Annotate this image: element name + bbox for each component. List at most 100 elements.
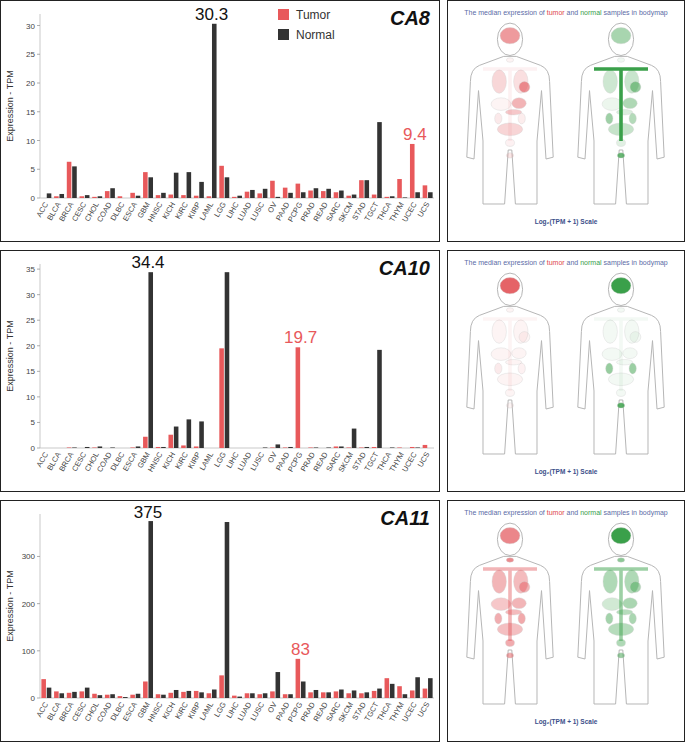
- panel-frame: [1, 1, 440, 242]
- body-outline: [578, 556, 664, 704]
- caption-part: and: [565, 9, 581, 16]
- x-tick-label: ESCA: [121, 451, 139, 473]
- bar: [80, 448, 85, 449]
- bar: [263, 447, 268, 448]
- y-tick-label: 25: [26, 316, 35, 325]
- organ: [519, 582, 530, 593]
- y-tick-label: 10: [26, 137, 35, 146]
- organ: [611, 528, 631, 544]
- bar: [339, 191, 344, 198]
- annotation: 30.3: [195, 5, 228, 24]
- bar: [410, 447, 415, 448]
- bar: [181, 195, 186, 198]
- bar: [410, 690, 415, 698]
- panel-frame: [1, 251, 440, 492]
- bar: [296, 184, 301, 198]
- caption-part: normal: [580, 259, 602, 266]
- organ: [617, 403, 624, 408]
- body-figure: [578, 523, 664, 704]
- body-figure: [467, 23, 553, 204]
- bar: [212, 690, 217, 698]
- bar: [423, 689, 428, 698]
- bar: [181, 692, 186, 698]
- bodymap-caption: The median expression of tumor and norma…: [464, 509, 668, 517]
- bar: [237, 196, 242, 198]
- bar: [288, 694, 293, 698]
- bar: [85, 688, 90, 698]
- bar: [54, 196, 59, 198]
- organ: [617, 153, 624, 158]
- body-head: [497, 273, 522, 305]
- caption-part: samples in bodymap: [602, 9, 668, 17]
- bar: [263, 189, 268, 198]
- bar: [428, 448, 433, 449]
- body-head: [497, 523, 522, 555]
- bar: [314, 188, 319, 198]
- body-figure: [467, 523, 553, 704]
- organ: [630, 582, 641, 593]
- y-tick-label: 0: [31, 444, 36, 453]
- y-tick-label: 30: [26, 291, 35, 300]
- bar: [92, 197, 97, 198]
- x-tick-label: LUSC: [248, 450, 266, 472]
- organ: [629, 363, 636, 374]
- y-tick-label: 100: [22, 647, 36, 656]
- bar: [59, 448, 64, 449]
- bar: [352, 690, 357, 698]
- organ: [594, 569, 648, 641]
- bar: [110, 188, 115, 198]
- bar: [98, 446, 103, 448]
- bars: [41, 521, 432, 698]
- bar: [143, 172, 148, 198]
- organ: [519, 82, 530, 93]
- organ: [500, 278, 520, 294]
- bar: [187, 691, 192, 698]
- bar: [212, 24, 217, 198]
- bar: [47, 193, 52, 198]
- bar: [296, 659, 301, 698]
- series: [54, 144, 427, 198]
- organ: [617, 653, 624, 658]
- y-tick: [37, 371, 40, 372]
- series: [67, 347, 427, 448]
- bar: [85, 195, 90, 198]
- organ: [623, 598, 637, 609]
- bar: [98, 695, 103, 698]
- organ: [512, 98, 526, 109]
- body-figure: [578, 273, 664, 454]
- bar: [334, 192, 339, 198]
- bar: [59, 693, 64, 698]
- bar: [415, 192, 420, 198]
- bar: [194, 196, 199, 198]
- organ: [506, 653, 513, 658]
- bar: [118, 696, 123, 698]
- bar: [346, 693, 351, 698]
- series: [41, 659, 427, 698]
- bar: [47, 448, 52, 449]
- organ: [495, 113, 502, 124]
- bar: [80, 196, 85, 198]
- bar: [423, 185, 428, 198]
- legend-label: Normal: [296, 28, 335, 42]
- bar: [123, 198, 128, 199]
- bar: [308, 191, 313, 198]
- bar: [148, 521, 153, 698]
- bar: [237, 697, 242, 698]
- bar: [283, 188, 288, 198]
- x-tick-label: LUSC: [248, 700, 266, 722]
- bars: [67, 272, 427, 448]
- bar: [403, 694, 408, 698]
- y-tick: [37, 320, 40, 321]
- panel-frame: [448, 1, 685, 242]
- bar: [339, 690, 344, 698]
- bar: [143, 681, 148, 698]
- organ: [602, 348, 622, 361]
- bar: [237, 448, 242, 449]
- bar: [428, 192, 433, 198]
- y-axis-label: Expression - TPM: [5, 320, 15, 391]
- bar: [359, 447, 364, 448]
- x-tick-label: UCS: [416, 701, 432, 719]
- organ: [492, 320, 506, 343]
- bar: [334, 691, 339, 698]
- organ: [617, 558, 624, 563]
